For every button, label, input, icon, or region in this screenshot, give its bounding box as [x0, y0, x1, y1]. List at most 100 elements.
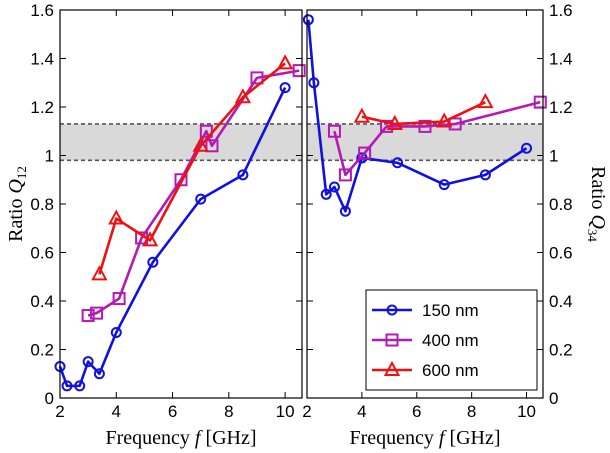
data-point	[276, 54, 294, 70]
legend-label: 150 nm	[422, 301, 479, 320]
data-point	[353, 107, 371, 123]
data-point	[358, 146, 372, 160]
y-axis-label-part: Ratio	[587, 166, 609, 214]
y-tick-label: 1.6	[549, 1, 573, 20]
series-line	[333, 100, 541, 177]
data-point	[147, 256, 159, 268]
reference-band	[307, 123, 543, 161]
y-tick-label: 0.8	[30, 195, 54, 214]
data-point	[339, 205, 351, 217]
data-point	[110, 327, 122, 339]
y-tick-label: 0	[549, 389, 558, 408]
x-tick-label: 6	[412, 402, 421, 421]
x-axis-label-part: Frequency	[105, 427, 194, 449]
y-tick-label: 1	[549, 147, 558, 166]
data-point	[479, 169, 491, 181]
data-point	[308, 77, 320, 89]
y-tick-label: 0.8	[549, 195, 573, 214]
y-tick-label: 1.6	[30, 1, 54, 20]
series-line	[98, 62, 286, 275]
axes-box	[306, 9, 544, 399]
x-tick-label: 6	[168, 402, 177, 421]
data-point	[195, 193, 207, 205]
series-line	[361, 100, 486, 126]
x-axis-label: Frequency f [GHz]	[105, 427, 256, 449]
y-tick-label: 0.2	[549, 341, 573, 360]
legend-item: 150 nm	[372, 301, 479, 320]
data-point	[436, 112, 453, 128]
series-line	[58, 87, 287, 388]
x-axis-label-part: [GHz]	[200, 427, 256, 449]
x-axis-label-part: [GHz]	[444, 427, 500, 449]
series-600-nm	[91, 54, 294, 281]
y-tick-label: 0	[45, 389, 54, 408]
legend-marker	[383, 360, 401, 376]
y-axis-label-part: 12	[14, 166, 29, 179]
y-tick-label: 0.4	[30, 292, 54, 311]
x-tick-label: 4	[357, 402, 366, 421]
panel-right: 2 4 6 8 10 0 0.2 0.4 0.6 0.8 1 1.2 1.4 1.6 Frequency f…	[302, 1, 609, 449]
data-point	[438, 179, 450, 191]
x-tick-label: 8	[467, 402, 476, 421]
data-point	[108, 209, 125, 225]
y-tick-label: 1.4	[549, 50, 573, 69]
y-axis-label-part: Q	[587, 214, 609, 229]
data-point	[90, 306, 104, 320]
data-point	[386, 114, 403, 130]
legend-marker	[386, 304, 398, 316]
series-line	[87, 69, 300, 317]
x-tick-label: 10	[517, 402, 536, 421]
x-axis-label-part: Frequency	[349, 427, 438, 449]
y-tick-label: 0.2	[30, 341, 54, 360]
y-axis-label: Ratio Q34	[585, 166, 609, 242]
data-point	[320, 188, 332, 200]
x-tick-label: 2	[302, 402, 311, 421]
legend-marker	[385, 333, 399, 347]
legend-item: 600 nm	[372, 360, 479, 380]
data-point	[237, 169, 249, 181]
y-axis-label-part: Q	[5, 179, 27, 194]
data-point	[81, 309, 95, 323]
series-600-nm	[353, 93, 494, 130]
data-point	[250, 71, 264, 85]
y-tick-label: 0.6	[549, 244, 573, 263]
reference-band	[60, 123, 302, 161]
data-point	[533, 95, 547, 109]
x-axis-label-part: f	[439, 427, 447, 449]
data-point	[91, 265, 108, 281]
series-400-nm	[81, 64, 306, 323]
data-point	[521, 142, 533, 154]
data-point	[61, 380, 73, 392]
x-axis-label: Frequency f [GHz]	[349, 427, 500, 449]
x-tick-label: 2	[55, 402, 64, 421]
data-point	[328, 181, 340, 193]
data-point	[292, 64, 306, 78]
panel-left: 2 4 6 8 10 0 0.2 0.4 0.6 0.8 1 1.2 1.4 1.6 Frequency f…	[5, 1, 306, 449]
series-150-nm	[302, 14, 533, 217]
x-tick-label: 4	[112, 402, 121, 421]
x-tick-label: 8	[224, 402, 233, 421]
x-axis-label-part: f	[195, 427, 203, 449]
axes-box	[59, 9, 303, 399]
data-point	[82, 356, 94, 368]
legend-item: 400 nm	[372, 331, 479, 350]
data-point	[93, 368, 105, 380]
data-point	[205, 139, 219, 153]
data-point	[327, 124, 341, 138]
data-point	[338, 168, 352, 182]
y-tick-label: 1.4	[30, 50, 54, 69]
series-line	[307, 19, 528, 213]
data-point	[192, 136, 209, 152]
data-point	[392, 157, 404, 169]
y-tick-label: 1.2	[549, 98, 573, 117]
legend-label: 600 nm	[422, 361, 479, 380]
y-tick-label: 0.4	[549, 292, 573, 311]
data-point	[112, 292, 126, 306]
legend-label: 400 nm	[422, 331, 479, 350]
data-point	[141, 231, 159, 247]
data-point	[279, 82, 291, 94]
data-point	[418, 119, 432, 133]
y-axis-label-part: Ratio	[5, 194, 27, 242]
y-tick-label: 1	[45, 147, 54, 166]
